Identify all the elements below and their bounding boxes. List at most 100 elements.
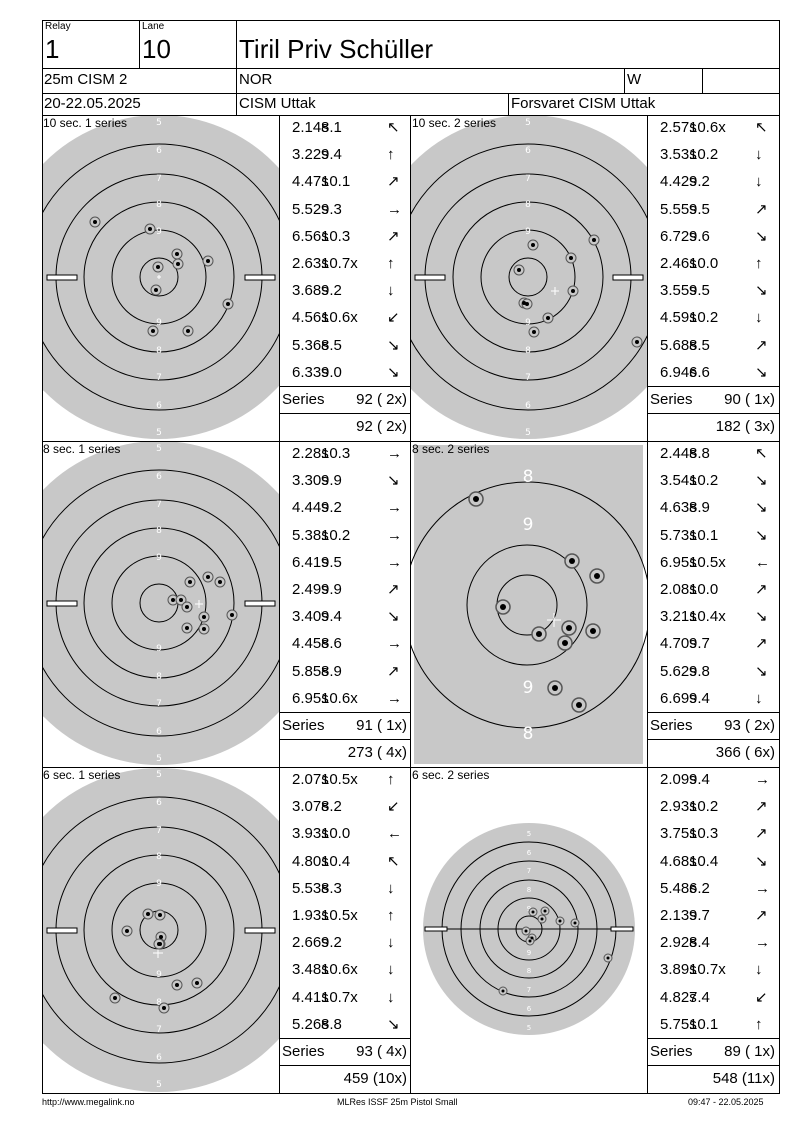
shot-row: 6.56s 10.3 ↗ xyxy=(280,224,410,250)
shot-time: 3.48s xyxy=(292,961,329,979)
shot-row: 3.93s 10.0 ← xyxy=(280,821,410,847)
target-series-1: 5 6 7 8 9 9 8 7 6 5 xyxy=(43,116,279,439)
shot-score: 6.2 xyxy=(689,879,710,897)
shot-direction-arrow-icon: ↗ xyxy=(387,227,400,245)
shot-row: 6.72s 9.6 ↘ xyxy=(648,224,778,250)
shot-direction-arrow-icon: ↑ xyxy=(755,1015,763,1033)
shot-time: 5.36s xyxy=(292,336,329,354)
shot-time: 2.46s xyxy=(660,255,697,272)
shot-row: 4.44s 9.2 → xyxy=(280,495,410,521)
shot-row: 3.89s 10.7x ↓ xyxy=(648,957,778,983)
svg-text:7: 7 xyxy=(156,1025,162,1035)
shot-score: 9.4 xyxy=(689,689,710,707)
svg-text:7: 7 xyxy=(156,373,162,383)
shot-time: 6.56s xyxy=(292,227,329,245)
shot-time: 6.69s xyxy=(660,689,697,707)
shot-time: 4.59s xyxy=(660,309,697,327)
shot-time: 4.56s xyxy=(292,309,329,327)
svg-text:5: 5 xyxy=(156,444,162,454)
shot-time: 2.07s xyxy=(292,771,329,788)
shot-row: 2.44s 8.8 ↖ xyxy=(648,441,778,467)
shot-row: 4.47s 10.1 ↗ xyxy=(280,169,410,195)
svg-text:9: 9 xyxy=(525,227,531,237)
shot-row: 2.63s 10.7x ↑ xyxy=(280,251,410,277)
shot-direction-arrow-icon: → xyxy=(387,689,402,707)
footer-url[interactable]: http://www.megalink.no xyxy=(42,1097,135,1107)
shot-direction-arrow-icon: ↖ xyxy=(755,445,768,462)
svg-text:9: 9 xyxy=(525,318,531,328)
shot-time: 3.68s xyxy=(292,282,329,300)
shot-row: 5.52s 9.3 → xyxy=(280,197,410,223)
series-total: 93 ( 4x) xyxy=(356,1043,407,1060)
shot-score: 10.0 xyxy=(689,581,719,598)
shot-direction-arrow-icon: ↓ xyxy=(755,961,763,979)
shot-score: 10.6x xyxy=(689,119,726,136)
shot-score: 9.5 xyxy=(689,282,710,300)
shot-score: 10.2 xyxy=(689,798,719,816)
series-label: Series xyxy=(650,391,693,408)
competition-name: CISM Uttak xyxy=(239,95,316,112)
shot-score: 10.6x xyxy=(321,689,358,707)
shot-score: 6.6 xyxy=(689,363,710,381)
shot-row: 5.48s 6.2 → xyxy=(648,876,778,902)
shot-score: 8.5 xyxy=(689,336,710,354)
svg-text:6: 6 xyxy=(525,146,531,156)
shot-score: 10.2 xyxy=(689,309,719,327)
series-total-row: Series 90 ( 1x) xyxy=(649,387,777,413)
shot-row: 4.82s 7.4 ↙ xyxy=(648,985,778,1011)
svg-text:7: 7 xyxy=(525,174,531,184)
shot-direction-arrow-icon: ↓ xyxy=(387,282,395,300)
shot-score: 10.1 xyxy=(689,1015,719,1033)
gender: W xyxy=(627,71,642,88)
svg-text:6: 6 xyxy=(156,146,162,156)
svg-text:7: 7 xyxy=(156,174,162,184)
svg-text:8: 8 xyxy=(523,467,534,487)
shot-direction-arrow-icon: → xyxy=(387,635,402,653)
relay-number: 1 xyxy=(45,34,60,64)
shot-direction-arrow-icon: ↘ xyxy=(755,526,768,544)
shot-direction-arrow-icon: ↗ xyxy=(755,200,768,218)
shot-direction-arrow-icon: ↘ xyxy=(387,472,400,490)
shot-score: 10.5x xyxy=(689,553,726,571)
shot-direction-arrow-icon: ↗ xyxy=(387,662,400,680)
shot-time: 6.94s xyxy=(660,363,697,381)
svg-text:7: 7 xyxy=(527,867,531,875)
shot-direction-arrow-icon: ↘ xyxy=(387,336,400,354)
shot-row: 6.33s 9.0 ↘ xyxy=(280,360,410,386)
shot-direction-arrow-icon: ↑ xyxy=(387,146,395,164)
shot-row: 2.46s 10.0 ↑ xyxy=(648,251,778,277)
shot-time: 5.68s xyxy=(660,336,697,354)
shot-direction-arrow-icon: ↙ xyxy=(387,798,400,816)
shot-score: 10.0 xyxy=(321,825,351,843)
shot-direction-arrow-icon: ↘ xyxy=(387,1015,400,1033)
shot-row: 4.45s 8.6 → xyxy=(280,631,410,657)
lane-label: Lane xyxy=(142,21,165,32)
shot-time: 4.68s xyxy=(660,852,697,870)
shot-row: 6.94s 6.6 ↘ xyxy=(648,360,778,386)
shot-score: 9.8 xyxy=(689,662,710,680)
shot-direction-arrow-icon: ↘ xyxy=(387,608,400,626)
shooter-name: Tiril Priv Schüller xyxy=(239,34,434,64)
shot-row: 1.93s 10.5x ↑ xyxy=(280,903,410,929)
nation: NOR xyxy=(239,71,273,88)
shot-direction-arrow-icon: ↑ xyxy=(387,771,395,788)
shot-time: 3.21s xyxy=(660,608,697,626)
shot-time: 5.73s xyxy=(660,526,697,544)
shot-score: 9.2 xyxy=(321,282,342,300)
shot-time: 4.47s xyxy=(292,173,329,191)
shot-direction-arrow-icon: ↓ xyxy=(387,934,395,952)
shot-time: 2.08s xyxy=(660,581,697,598)
svg-text:7: 7 xyxy=(527,986,531,994)
svg-text:5: 5 xyxy=(527,830,531,838)
shot-time: 5.85s xyxy=(292,662,329,680)
running-total-row: 548 (11x) xyxy=(648,1066,776,1092)
shot-time: 4.80s xyxy=(292,852,329,870)
target-series-5: 5 6 7 8 9 9 8 7 6 5 xyxy=(43,768,279,1092)
svg-text:8: 8 xyxy=(156,200,162,210)
shot-score: 8.8 xyxy=(321,1015,342,1033)
shot-direction-arrow-icon: ↗ xyxy=(387,173,400,191)
shot-row: 6.95s 10.5x ← xyxy=(648,550,778,576)
svg-text:5: 5 xyxy=(156,118,162,128)
series-label: Series xyxy=(282,391,325,408)
shot-score: 10.4x xyxy=(689,608,726,626)
